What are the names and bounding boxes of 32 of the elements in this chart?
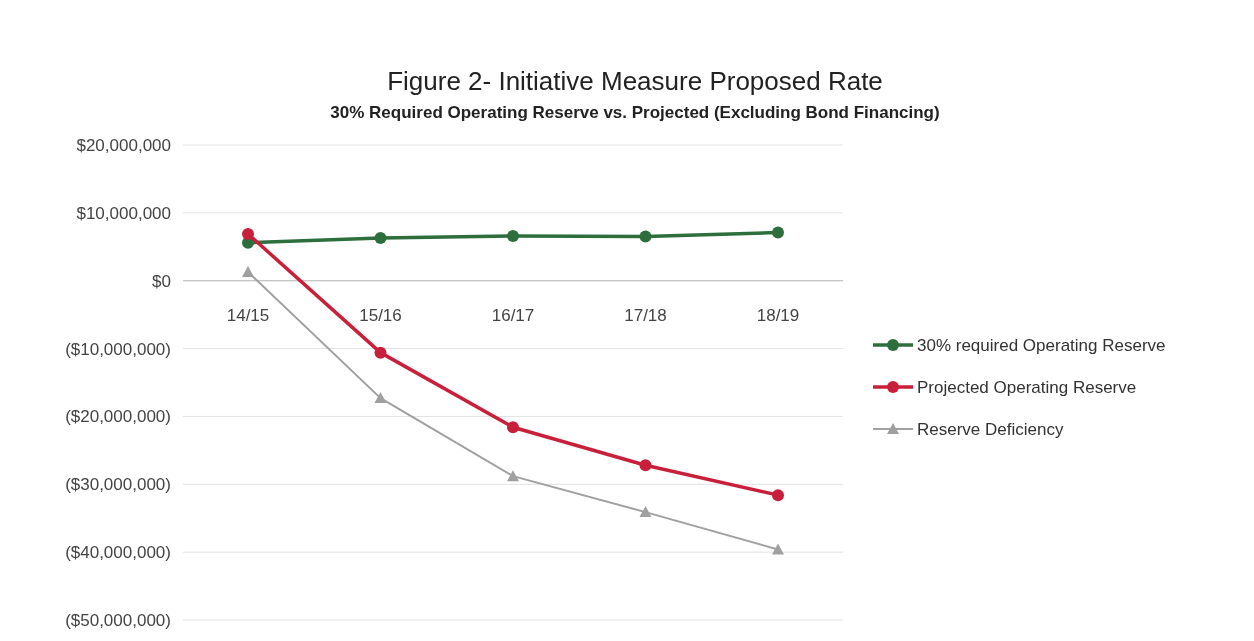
point (507, 421, 519, 434)
point (639, 506, 652, 518)
point (772, 543, 784, 555)
chart-title: Figure 2- Initiative Measure Proposed Rate (387, 66, 883, 96)
point (772, 489, 784, 502)
point (242, 265, 254, 277)
y-tick-label: $0 (152, 271, 171, 291)
point (374, 231, 387, 244)
x-tick-label: 14/15 (226, 305, 270, 325)
x-tick-label: 17/18 (624, 305, 667, 325)
x-tick-label: 16/17 (491, 305, 535, 325)
y-tick-label: ($10,000,000) (65, 339, 171, 359)
point (639, 459, 652, 472)
y-tick-label: ($30,000,000) (65, 475, 171, 495)
legend-label: Projected Operating Reserve (917, 378, 1137, 397)
y-tick-label: $10,000,000 (76, 203, 171, 223)
x-tick-label: 15/16 (359, 305, 402, 325)
x-tick-label: 18/19 (756, 305, 800, 325)
y-tick-label: ($20,000,000) (65, 407, 171, 427)
point (639, 230, 652, 243)
chart-subtitle: 30% Required Operating Reserve vs. Projected (Excluding Bond Financing) (330, 103, 940, 122)
point (374, 346, 387, 359)
y-tick-label: ($50,000,000) (65, 611, 171, 630)
point (507, 470, 519, 482)
point (772, 226, 784, 239)
point (242, 227, 254, 240)
y-tick-label: ($40,000,000) (65, 543, 171, 563)
legend-label: Reserve Deficiency (917, 420, 1064, 439)
point (507, 229, 519, 242)
legend-label: 30% required Operating Reserve (917, 336, 1166, 355)
point (374, 392, 387, 404)
y-tick-label: $20,000,000 (76, 136, 171, 155)
